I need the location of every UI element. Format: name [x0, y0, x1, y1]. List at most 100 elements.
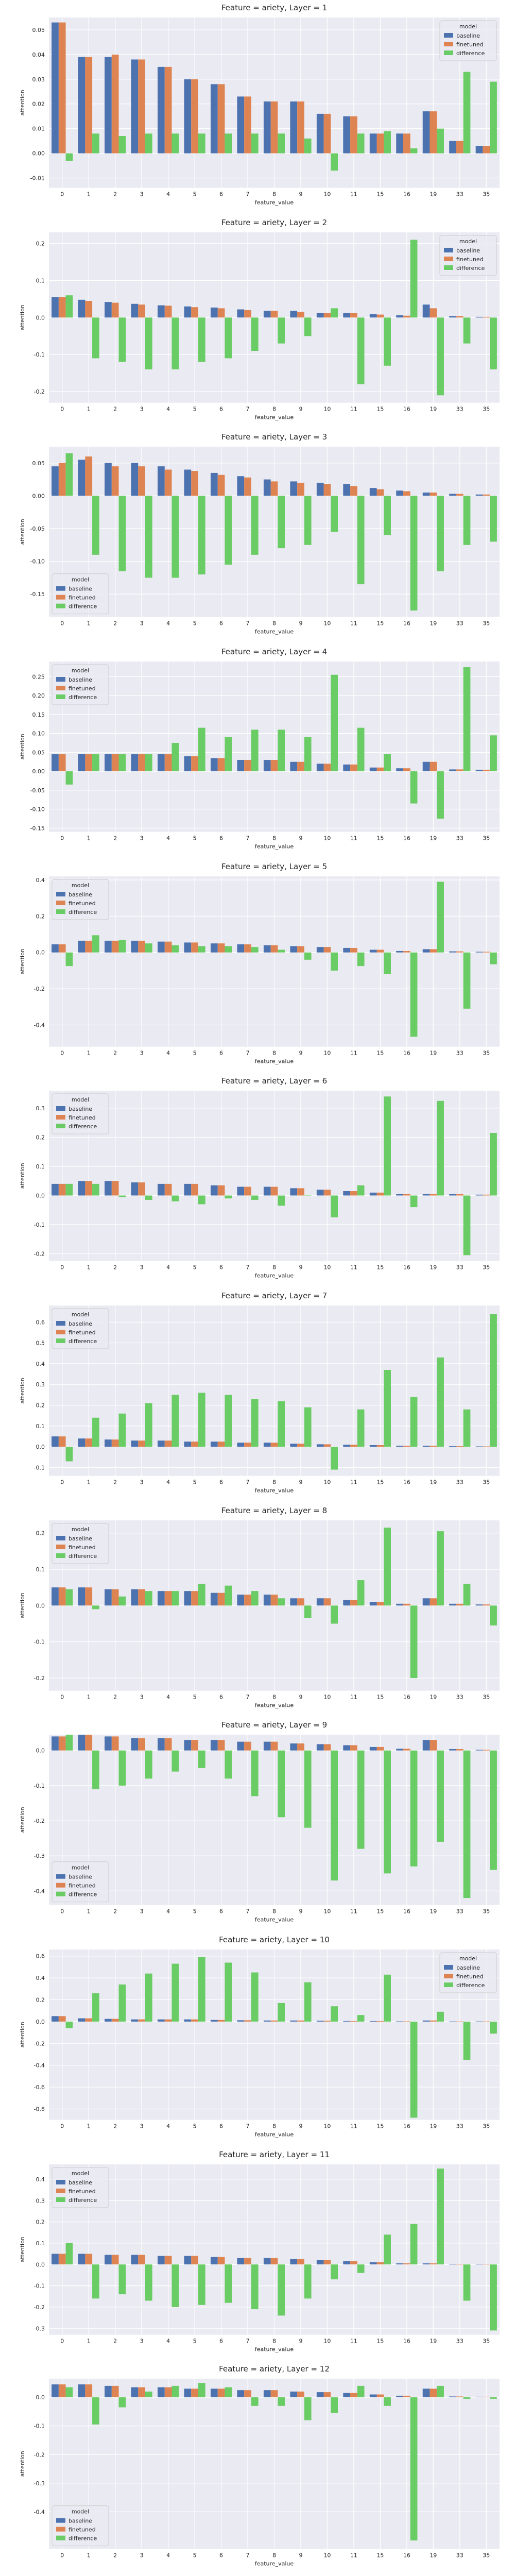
- x-tick-label: 11: [350, 1908, 357, 1915]
- x-tick-label: 15: [376, 1693, 384, 1700]
- x-tick-label: 11: [350, 620, 357, 627]
- bar-finetuned: [111, 54, 119, 154]
- x-tick-label: 8: [272, 1693, 276, 1700]
- bar-baseline: [52, 944, 59, 953]
- y-axis-label: attention: [19, 90, 26, 115]
- y-tick-label: 0.00: [32, 493, 45, 500]
- bar-difference: [225, 946, 232, 953]
- legend-swatch-baseline: [56, 1535, 65, 1540]
- x-tick-label: 6: [219, 2337, 223, 2344]
- x-tick-label: 33: [456, 1264, 464, 1271]
- bar-difference: [331, 2264, 338, 2279]
- bars: [52, 240, 497, 395]
- bar-finetuned: [58, 1436, 66, 1447]
- bar-finetuned: [456, 2396, 464, 2398]
- x-tick-label: 15: [376, 405, 384, 412]
- bar-baseline: [158, 754, 165, 772]
- bar-baseline: [237, 476, 245, 496]
- x-tick-label: 5: [193, 1908, 197, 1915]
- bar-finetuned: [217, 1185, 225, 1196]
- legend-swatch-difference: [56, 603, 65, 608]
- bar-difference: [410, 771, 418, 804]
- x-tick-label: 9: [299, 2552, 302, 2559]
- legend-swatch-baseline: [56, 1106, 65, 1111]
- bar-finetuned: [138, 1589, 146, 1605]
- x-tick-label: 3: [140, 620, 144, 627]
- bar-difference: [118, 1984, 126, 2022]
- bar-finetuned: [217, 475, 225, 496]
- chart-panel-8: Feature = ariety, Layer = 8 -0.2 -0.1 0.0 0.…: [19, 1506, 500, 1708]
- x-tick-label: 1: [87, 405, 91, 412]
- x-axis-label: feature_value: [255, 1273, 294, 1279]
- bar-difference: [145, 1751, 152, 1779]
- y-tick-label: -0.15: [30, 825, 45, 832]
- bar-baseline: [396, 951, 403, 953]
- bar-finetuned: [217, 758, 225, 772]
- legend-title: model: [72, 2170, 89, 2177]
- bar-baseline: [52, 754, 59, 772]
- bar-finetuned: [376, 2394, 384, 2398]
- bar-baseline: [422, 1740, 430, 1751]
- bar-difference: [437, 317, 444, 395]
- bar-difference: [198, 1393, 205, 1447]
- legend-label-baseline: baseline: [456, 247, 480, 254]
- bar-difference: [410, 1605, 418, 1678]
- bar-baseline: [343, 947, 351, 953]
- chart-title: Feature = ariety, Layer = 6: [221, 1076, 327, 1086]
- bar-difference: [225, 133, 232, 154]
- legend-label-difference: difference: [68, 909, 97, 916]
- bar-difference: [357, 1751, 365, 1849]
- x-tick-label: 1: [87, 1264, 91, 1271]
- y-tick-label: -0.1: [34, 1783, 45, 1789]
- y-tick-label: -0.2: [34, 986, 45, 992]
- bar-finetuned: [191, 307, 198, 317]
- y-tick-label: 0.6: [36, 1319, 45, 1326]
- x-tick-label: 19: [430, 620, 437, 627]
- x-tick-label: 16: [403, 1049, 410, 1056]
- bar-baseline: [343, 2261, 351, 2264]
- legend-label-difference: difference: [68, 2197, 97, 2204]
- bar-difference: [118, 1195, 126, 1197]
- bar-finetuned: [164, 2256, 172, 2264]
- bar-baseline: [263, 2020, 271, 2022]
- bar-finetuned: [191, 2256, 198, 2264]
- y-axis-label: attention: [19, 1807, 26, 1833]
- bar-baseline: [184, 2256, 192, 2264]
- bar-finetuned: [191, 942, 198, 953]
- bar-finetuned: [270, 2258, 278, 2264]
- y-tick-label: 0.2: [36, 240, 45, 247]
- x-tick-label: 10: [323, 1479, 331, 1486]
- bar-finetuned: [244, 96, 251, 154]
- bar-difference: [437, 2011, 444, 2022]
- bar-finetuned: [350, 1600, 357, 1605]
- bar-difference: [118, 2397, 126, 2408]
- legend-label-difference: difference: [68, 694, 97, 701]
- x-tick-label: 33: [456, 191, 464, 198]
- x-tick-label: 0: [60, 2337, 64, 2344]
- x-tick-label: 4: [166, 2123, 170, 2130]
- bar-baseline: [131, 1738, 139, 1751]
- bar-finetuned: [323, 2260, 331, 2264]
- bar-finetuned: [111, 302, 119, 317]
- chart-panel-12: Feature = ariety, Layer = 12 -0.4 -0.3 -0.2…: [19, 2364, 500, 2567]
- bar-difference: [357, 317, 365, 384]
- bar-finetuned: [58, 2253, 66, 2264]
- bar-finetuned: [403, 133, 410, 154]
- bar-baseline: [78, 2018, 85, 2022]
- y-tick-label: 0.0: [36, 2019, 45, 2025]
- chart-title: Feature = ariety, Layer = 1: [221, 3, 327, 12]
- bar-finetuned: [270, 481, 278, 496]
- bar-finetuned: [191, 1184, 198, 1196]
- bars: [52, 2168, 497, 2331]
- x-tick-label: 2: [113, 2123, 117, 2130]
- y-tick-label: 0.20: [32, 692, 45, 699]
- legend: model baseline finetuned difference: [52, 1523, 109, 1564]
- x-tick-label: 2: [113, 191, 117, 198]
- bar-baseline: [316, 1190, 324, 1196]
- bar-difference: [410, 2021, 418, 2118]
- bar-finetuned: [403, 1446, 410, 1447]
- bar-baseline: [52, 1184, 59, 1196]
- bar-difference: [384, 2234, 391, 2264]
- x-tick-label: 2: [113, 1479, 117, 1486]
- x-tick-label: 15: [376, 1264, 384, 1271]
